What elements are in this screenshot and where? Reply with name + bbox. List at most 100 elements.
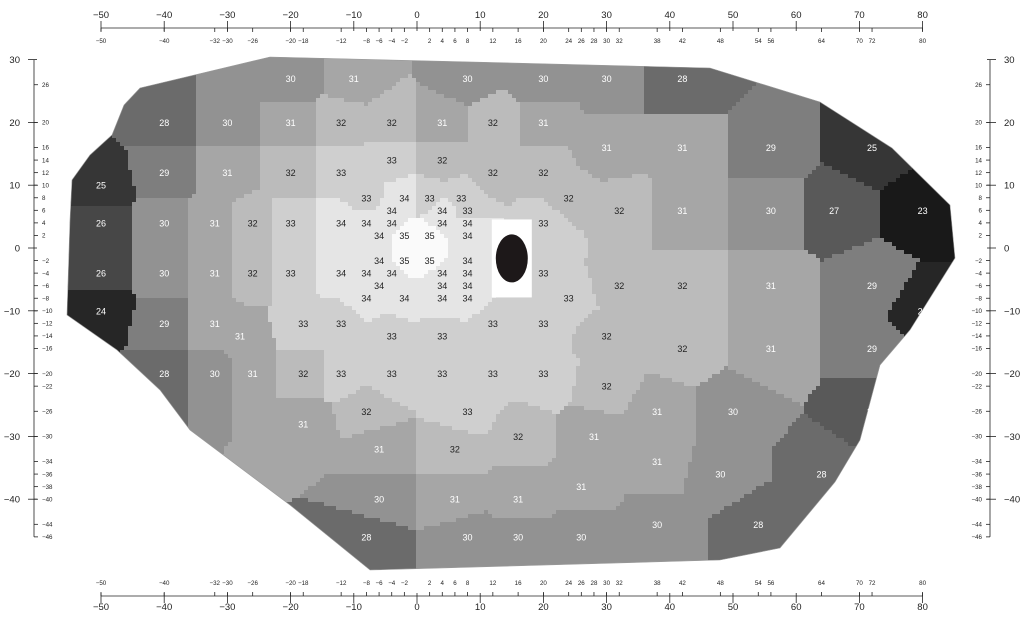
threshold-cell: [372, 386, 573, 391]
threshold-cell: [188, 222, 233, 227]
threshold-cell: [172, 538, 205, 543]
threshold-cell: [552, 206, 653, 211]
threshold-cell: [188, 466, 213, 471]
threshold-cell: [232, 286, 273, 291]
threshold-cell: [728, 154, 821, 159]
threshold-cell: [232, 210, 273, 215]
threshold-value-label: 26: [96, 269, 106, 279]
threshold-cell: [67, 246, 133, 251]
bottom-x-minor-tick-label: −20: [285, 580, 296, 587]
threshold-cell: [416, 566, 709, 570]
threshold-value-label: 32: [336, 118, 346, 128]
threshold-cell: [188, 394, 233, 399]
threshold-cell: [67, 58, 197, 63]
threshold-cell: [40, 94, 65, 99]
threshold-cell: [884, 186, 955, 191]
threshold-cell: [316, 162, 417, 167]
threshold-cell: [684, 486, 757, 491]
bottom-x-major-tick-label: 30: [601, 602, 612, 612]
threshold-cell: [188, 470, 209, 475]
threshold-cell: [67, 430, 189, 435]
threshold-cell: [416, 554, 709, 559]
threshold-cell: [128, 334, 189, 339]
threshold-cell: [552, 410, 561, 415]
threshold-cell: [572, 154, 729, 159]
left-y-minor-tick-label: −2: [42, 258, 50, 265]
threshold-value-label: 30: [210, 369, 220, 379]
threshold-cell: [416, 494, 625, 499]
threshold-cell: [416, 526, 425, 531]
left-y-minor-tick-label: −4: [42, 270, 50, 277]
threshold-cell: [372, 318, 409, 323]
threshold-cell: [416, 90, 437, 95]
threshold-cell: [820, 350, 917, 355]
threshold-cell: [67, 334, 129, 339]
threshold-cell: [864, 182, 889, 187]
top-x-major-tick-label: −40: [156, 10, 172, 21]
threshold-cell: [508, 234, 585, 239]
threshold-value-label: 34: [387, 218, 397, 228]
threshold-cell: [344, 98, 373, 103]
threshold-cell: [244, 194, 317, 199]
threshold-cell: [408, 174, 417, 179]
threshold-cell: [416, 138, 469, 143]
threshold-cell: [760, 382, 821, 387]
threshold-cell: [592, 286, 729, 291]
threshold-cell: [260, 134, 317, 139]
threshold-value-label: 33: [425, 193, 435, 203]
threshold-cell: [420, 318, 461, 323]
threshold-cell: [132, 234, 189, 239]
top-x-minor-tick-label: −2: [401, 38, 409, 45]
threshold-cell: [196, 182, 261, 187]
threshold-cell: [760, 74, 821, 79]
left-y-minor-tick-label: −38: [42, 484, 53, 491]
threshold-cell: [67, 286, 133, 291]
threshold-cell: [396, 262, 441, 267]
threshold-cell: [67, 318, 133, 323]
threshold-cell: [132, 230, 189, 235]
threshold-cell: [728, 218, 805, 223]
threshold-cell: [456, 518, 709, 523]
threshold-cell: [196, 58, 325, 63]
threshold-cell: [67, 342, 129, 347]
threshold-cell: [772, 462, 881, 467]
threshold-cell: [316, 198, 341, 203]
threshold-cell: [196, 66, 325, 71]
threshold-value-label: 28: [816, 470, 826, 480]
threshold-cell: [416, 206, 433, 211]
threshold-cell: [708, 574, 981, 579]
threshold-cell: [820, 354, 921, 359]
threshold-cell: [260, 142, 317, 147]
threshold-cell: [588, 270, 729, 275]
threshold-cell: [728, 242, 805, 247]
threshold-cell: [276, 394, 325, 399]
threshold-cell: [276, 390, 325, 395]
threshold-cell: [584, 230, 653, 235]
threshold-cell: [504, 406, 541, 411]
threshold-cell: [67, 422, 189, 427]
threshold-cell: [476, 182, 653, 187]
top-x-minor-tick-label: 26: [578, 38, 585, 45]
threshold-cell: [260, 170, 317, 175]
threshold-cell: [196, 486, 309, 491]
threshold-cell: [67, 274, 133, 279]
threshold-cell: [728, 354, 821, 359]
threshold-cell: [936, 150, 955, 155]
threshold-cell: [640, 386, 697, 391]
threshold-cell: [272, 246, 317, 251]
threshold-cell: [880, 218, 955, 223]
bottom-x-major-tick-label: 60: [791, 602, 802, 612]
threshold-value-label: 33: [456, 193, 466, 203]
threshold-cell: [416, 142, 521, 147]
threshold-cell: [392, 234, 445, 239]
threshold-cell: [416, 186, 481, 191]
bottom-x-minor-tick-label: 20: [540, 580, 547, 587]
threshold-value-label: 30: [576, 532, 586, 542]
top-x-minor-tick-label: 16: [515, 38, 522, 45]
threshold-cell: [576, 366, 725, 371]
threshold-cell: [272, 302, 345, 307]
threshold-cell: [824, 162, 921, 167]
threshold-cell: [444, 234, 509, 239]
threshold-cell: [504, 270, 589, 275]
threshold-cell: [908, 482, 955, 487]
